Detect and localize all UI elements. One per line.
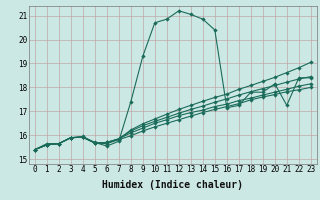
X-axis label: Humidex (Indice chaleur): Humidex (Indice chaleur) bbox=[102, 180, 243, 190]
